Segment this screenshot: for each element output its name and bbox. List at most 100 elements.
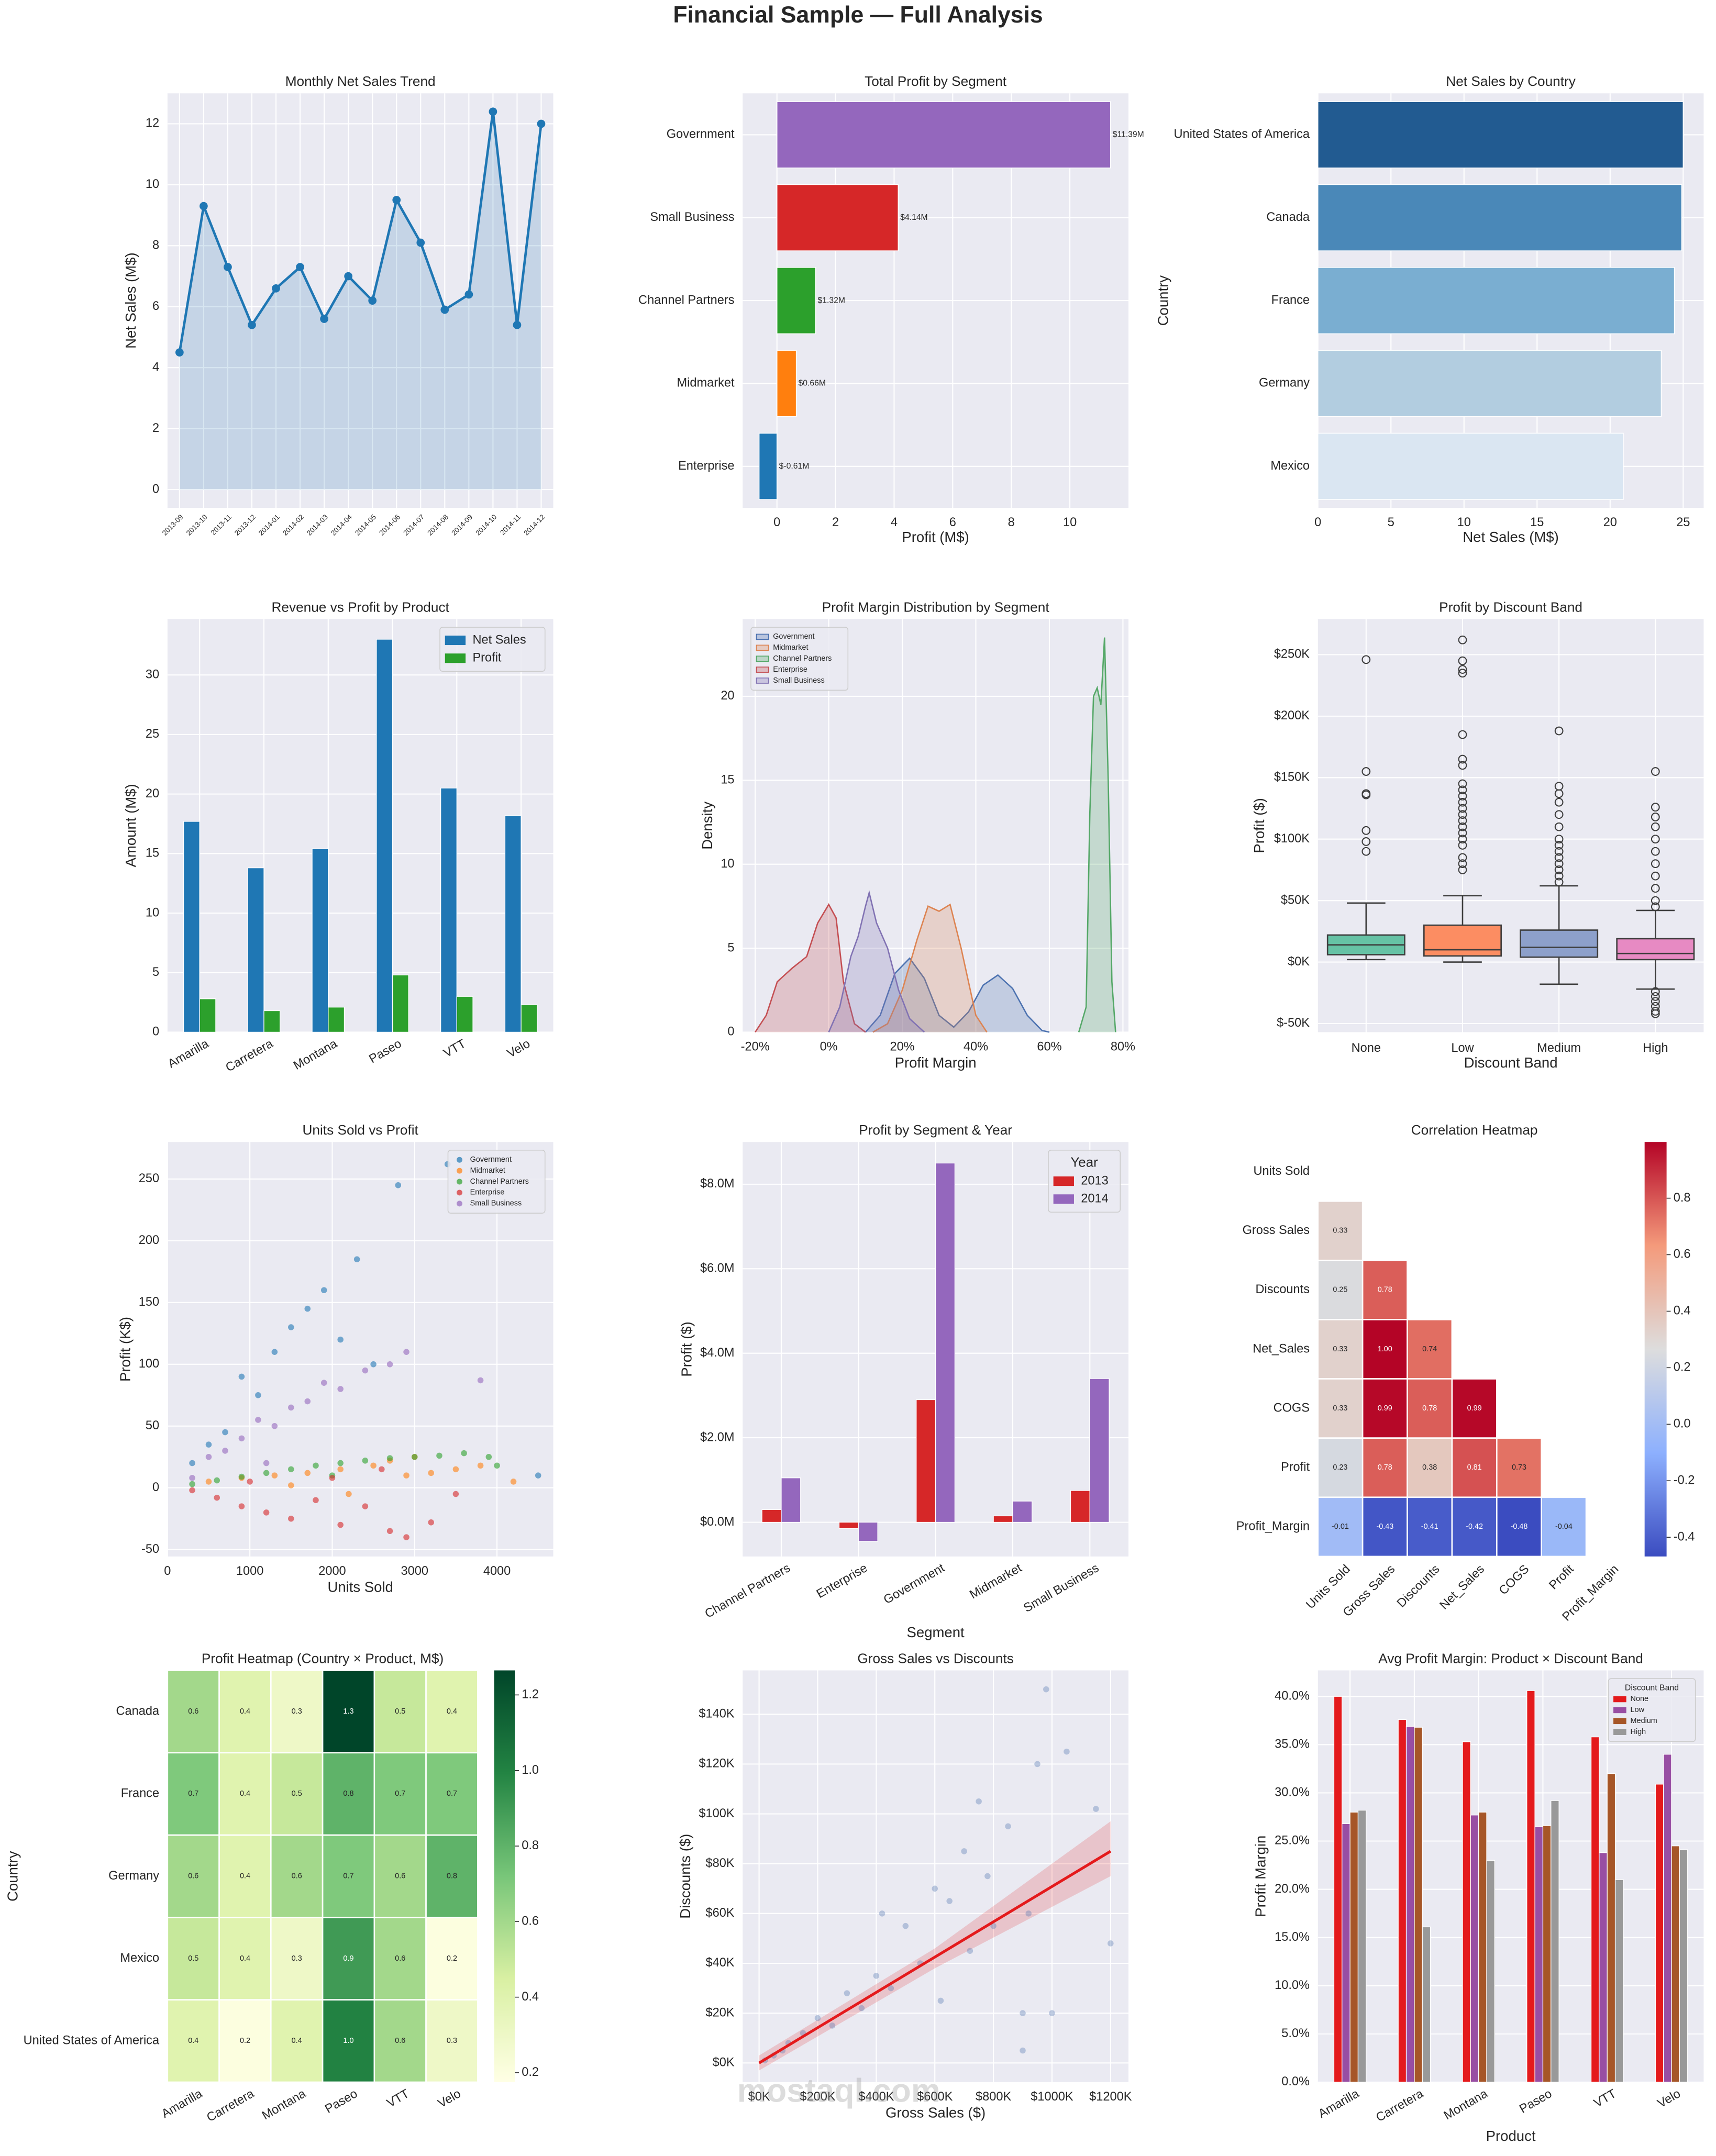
bar xyxy=(1534,1826,1544,2083)
cell-label: 0.73 xyxy=(1512,1463,1526,1472)
legend-label: Channel Partners xyxy=(470,1177,529,1186)
plot-area xyxy=(1318,619,1704,1032)
bar xyxy=(781,1477,801,1523)
bar xyxy=(1012,1501,1033,1523)
y-tick-label: 0.0% xyxy=(1281,2074,1310,2088)
y-tick-label: $100K xyxy=(699,1806,734,1820)
point xyxy=(189,1487,195,1494)
bar xyxy=(858,1521,878,1542)
x-tick-label: 80% xyxy=(1111,1040,1135,1053)
y-tick-label: 20 xyxy=(146,786,159,800)
heatmap-cell xyxy=(1407,1319,1453,1380)
density-area xyxy=(828,893,925,1032)
point xyxy=(337,1460,344,1466)
y-tick-label: 200 xyxy=(139,1233,159,1247)
colorbar xyxy=(494,1670,515,2082)
x-axis-label: Profit (M$) xyxy=(902,529,969,545)
legend-swatch xyxy=(445,653,466,663)
point xyxy=(288,1324,294,1330)
bar xyxy=(1333,1696,1343,2083)
legend-label: Medium xyxy=(1631,1717,1657,1725)
outlier xyxy=(1458,730,1467,739)
outlier xyxy=(1554,822,1564,831)
bar xyxy=(1317,432,1624,500)
point xyxy=(1093,1806,1099,1812)
point xyxy=(337,1386,344,1392)
x-tick-label: 6 xyxy=(949,515,956,529)
heatmap-cell xyxy=(1317,1378,1364,1439)
outlier xyxy=(1458,635,1467,644)
y-tick-label: 100 xyxy=(139,1357,159,1370)
outlier xyxy=(1361,847,1371,856)
x-tick-label: Low xyxy=(1451,1041,1474,1054)
legend-swatch xyxy=(756,666,769,673)
point xyxy=(1108,1940,1114,1947)
heatmap-cell xyxy=(373,1999,427,2083)
point xyxy=(513,320,522,329)
bar xyxy=(328,1007,345,1033)
point xyxy=(379,1466,385,1473)
point xyxy=(535,1472,541,1479)
legend-label: Government xyxy=(470,1155,512,1164)
panel: Profit Heatmap (Country × Product, M$) Co… xyxy=(4,1650,539,2124)
figure-title: Financial Sample — Full Analysis xyxy=(673,2,1043,28)
y-tick-label: $250K xyxy=(1274,647,1310,661)
y-tick-label: -50 xyxy=(141,1542,159,1555)
point xyxy=(263,1460,270,1466)
y-tick-label: Mexico xyxy=(1270,459,1310,472)
outlier xyxy=(1554,782,1564,791)
point xyxy=(902,1922,909,1929)
x-tick-label: 2 xyxy=(832,515,839,529)
point xyxy=(222,1448,228,1454)
y-tick-label: Units Sold xyxy=(1254,1164,1310,1177)
x-tick-label: 5 xyxy=(1388,515,1394,529)
outlier xyxy=(1651,902,1660,912)
bar xyxy=(263,1010,281,1033)
legend-swatch xyxy=(1613,1696,1626,1703)
bar xyxy=(1462,1741,1471,2083)
legend-swatch xyxy=(457,1157,462,1163)
point xyxy=(313,1497,319,1504)
point xyxy=(370,1462,377,1469)
point xyxy=(477,1377,484,1384)
point xyxy=(510,1479,517,1485)
heatmap-cell xyxy=(218,1999,272,2083)
cell-label: 0.8 xyxy=(447,1872,457,1881)
x-tick-label: 8 xyxy=(1008,515,1015,529)
point xyxy=(858,2005,865,2011)
point xyxy=(337,1336,344,1343)
point xyxy=(395,1182,402,1188)
cell-label: 0.4 xyxy=(240,1954,250,1963)
heatmap-cell xyxy=(167,1834,220,1918)
bar xyxy=(761,1509,782,1523)
heatmap-cell xyxy=(322,1917,375,2001)
point xyxy=(494,1462,500,1469)
point xyxy=(238,1435,245,1442)
point xyxy=(1025,1910,1032,1917)
panel: Units Sold vs Profit Units Sold Profit (K$… xyxy=(117,1122,553,1595)
point xyxy=(296,263,304,271)
watermark: mostaql.com xyxy=(737,2073,940,2109)
cell-label: -0.41 xyxy=(1421,1522,1438,1531)
area xyxy=(179,112,541,490)
y-tick-label: COGS xyxy=(1274,1401,1310,1414)
y-tick-label: 5 xyxy=(152,965,159,979)
cell-label: 0.4 xyxy=(292,2037,302,2045)
y-tick-label: $80K xyxy=(705,1856,734,1870)
bar xyxy=(521,1004,538,1033)
heatmap-cell xyxy=(167,1752,220,1836)
y-axis-label: Density xyxy=(699,802,715,850)
outlier xyxy=(1651,884,1660,893)
colorbar-tick-label: 0.2 xyxy=(1674,1360,1691,1374)
point xyxy=(271,1349,278,1355)
point xyxy=(537,119,546,128)
bar xyxy=(1478,1812,1487,2083)
panel: Gross Sales vs Discounts Gross Sales ($) D… xyxy=(677,1650,1132,2120)
point xyxy=(329,1475,336,1481)
point xyxy=(461,1450,467,1457)
y-axis-label: Country xyxy=(1155,275,1171,326)
outlier xyxy=(1651,835,1660,844)
colorbar-tick-label: 0.4 xyxy=(522,1990,539,2003)
point xyxy=(392,196,401,204)
